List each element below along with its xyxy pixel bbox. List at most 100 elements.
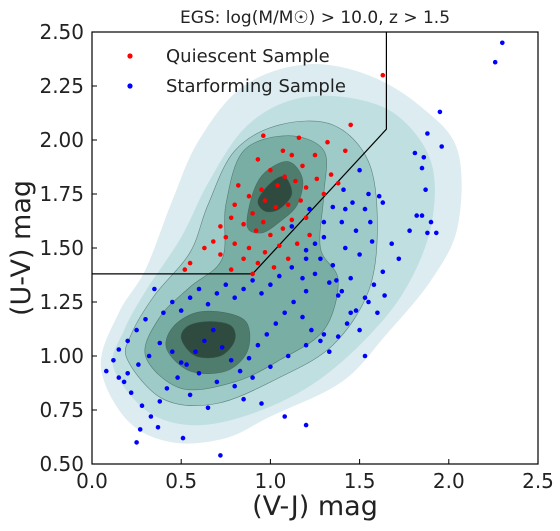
data-point bbox=[343, 206, 348, 212]
data-point bbox=[300, 275, 305, 281]
data-point bbox=[312, 152, 318, 158]
data-point bbox=[369, 239, 375, 244]
data-point bbox=[303, 185, 309, 190]
data-point bbox=[246, 245, 252, 251]
data-point bbox=[187, 260, 193, 266]
data-point bbox=[314, 176, 320, 182]
data-point bbox=[104, 368, 109, 374]
data-point bbox=[205, 405, 211, 411]
data-point bbox=[255, 260, 261, 266]
data-point bbox=[396, 256, 402, 262]
data-point bbox=[146, 353, 152, 359]
data-point bbox=[339, 219, 345, 225]
data-point bbox=[275, 183, 280, 188]
data-point bbox=[218, 453, 223, 458]
data-point bbox=[282, 414, 288, 419]
data-point bbox=[205, 301, 211, 307]
data-point bbox=[335, 180, 341, 186]
data-point bbox=[253, 228, 259, 233]
data-point bbox=[277, 243, 282, 249]
data-point bbox=[285, 353, 291, 359]
data-point bbox=[175, 375, 180, 380]
data-point bbox=[232, 383, 237, 389]
data-point bbox=[375, 310, 380, 316]
y-tick-label: 1.50 bbox=[39, 236, 84, 260]
data-point bbox=[339, 288, 345, 294]
data-point bbox=[282, 174, 288, 179]
y-tick-label: 0.75 bbox=[39, 398, 84, 422]
data-point bbox=[348, 122, 354, 128]
data-point bbox=[255, 342, 261, 348]
data-point bbox=[196, 371, 202, 376]
data-point bbox=[318, 256, 323, 262]
data-point bbox=[353, 308, 359, 313]
y-tick-label: 1.75 bbox=[39, 182, 84, 206]
data-point bbox=[184, 362, 189, 367]
data-point bbox=[196, 286, 202, 292]
data-point bbox=[164, 386, 170, 391]
data-point bbox=[300, 314, 305, 320]
data-point bbox=[232, 295, 237, 301]
data-point bbox=[289, 265, 295, 270]
data-point bbox=[303, 215, 309, 221]
y-tick-label: 1.00 bbox=[39, 344, 84, 368]
data-point bbox=[219, 345, 225, 350]
data-point bbox=[155, 425, 161, 430]
data-point bbox=[178, 360, 184, 365]
data-point bbox=[250, 375, 255, 380]
chart-title: EGS: log(M/M☉) > 10.0, z > 1.5 bbox=[180, 8, 450, 28]
data-point bbox=[241, 396, 246, 402]
data-point bbox=[421, 155, 427, 160]
data-point bbox=[312, 241, 318, 246]
data-point bbox=[202, 338, 207, 344]
data-point bbox=[414, 213, 420, 218]
x-tick-label: 1.5 bbox=[344, 469, 376, 493]
data-point bbox=[382, 293, 387, 298]
data-point bbox=[264, 332, 270, 337]
data-point bbox=[389, 241, 395, 246]
data-point bbox=[296, 135, 302, 141]
data-point bbox=[412, 150, 418, 156]
data-point bbox=[182, 267, 188, 272]
data-point bbox=[293, 178, 298, 184]
data-point bbox=[137, 427, 143, 432]
data-point bbox=[202, 245, 207, 251]
data-point bbox=[289, 224, 295, 229]
y-axis-label: (U-V) mag bbox=[6, 180, 37, 316]
data-point bbox=[362, 295, 368, 301]
data-point bbox=[116, 375, 122, 380]
data-point bbox=[273, 204, 279, 210]
data-point bbox=[259, 401, 264, 406]
data-point bbox=[116, 347, 122, 352]
data-point bbox=[425, 131, 430, 136]
data-point bbox=[357, 167, 362, 173]
data-point bbox=[357, 327, 362, 333]
data-point bbox=[335, 293, 341, 298]
x-axis-label: (V-J) mag bbox=[252, 491, 378, 522]
data-point bbox=[343, 245, 348, 251]
data-point bbox=[161, 310, 166, 316]
data-point bbox=[439, 144, 445, 149]
data-point bbox=[128, 390, 134, 396]
data-point bbox=[268, 364, 273, 370]
data-point bbox=[125, 371, 130, 376]
data-point bbox=[303, 422, 309, 428]
data-point bbox=[321, 191, 327, 197]
data-point bbox=[241, 221, 246, 227]
density-contour-8 bbox=[257, 175, 293, 213]
data-point bbox=[407, 228, 412, 233]
data-point bbox=[428, 219, 434, 225]
data-point bbox=[211, 327, 216, 333]
selection-boundary-line bbox=[92, 32, 387, 275]
x-tick-label: 2.5 bbox=[522, 469, 554, 493]
data-point bbox=[371, 282, 377, 288]
data-point bbox=[285, 256, 291, 262]
data-point bbox=[492, 59, 498, 65]
data-point bbox=[232, 202, 237, 208]
data-point bbox=[318, 338, 323, 344]
data-point bbox=[419, 165, 425, 171]
data-point bbox=[273, 321, 279, 326]
data-point bbox=[357, 252, 362, 257]
data-point bbox=[307, 206, 312, 212]
data-point bbox=[259, 187, 264, 192]
